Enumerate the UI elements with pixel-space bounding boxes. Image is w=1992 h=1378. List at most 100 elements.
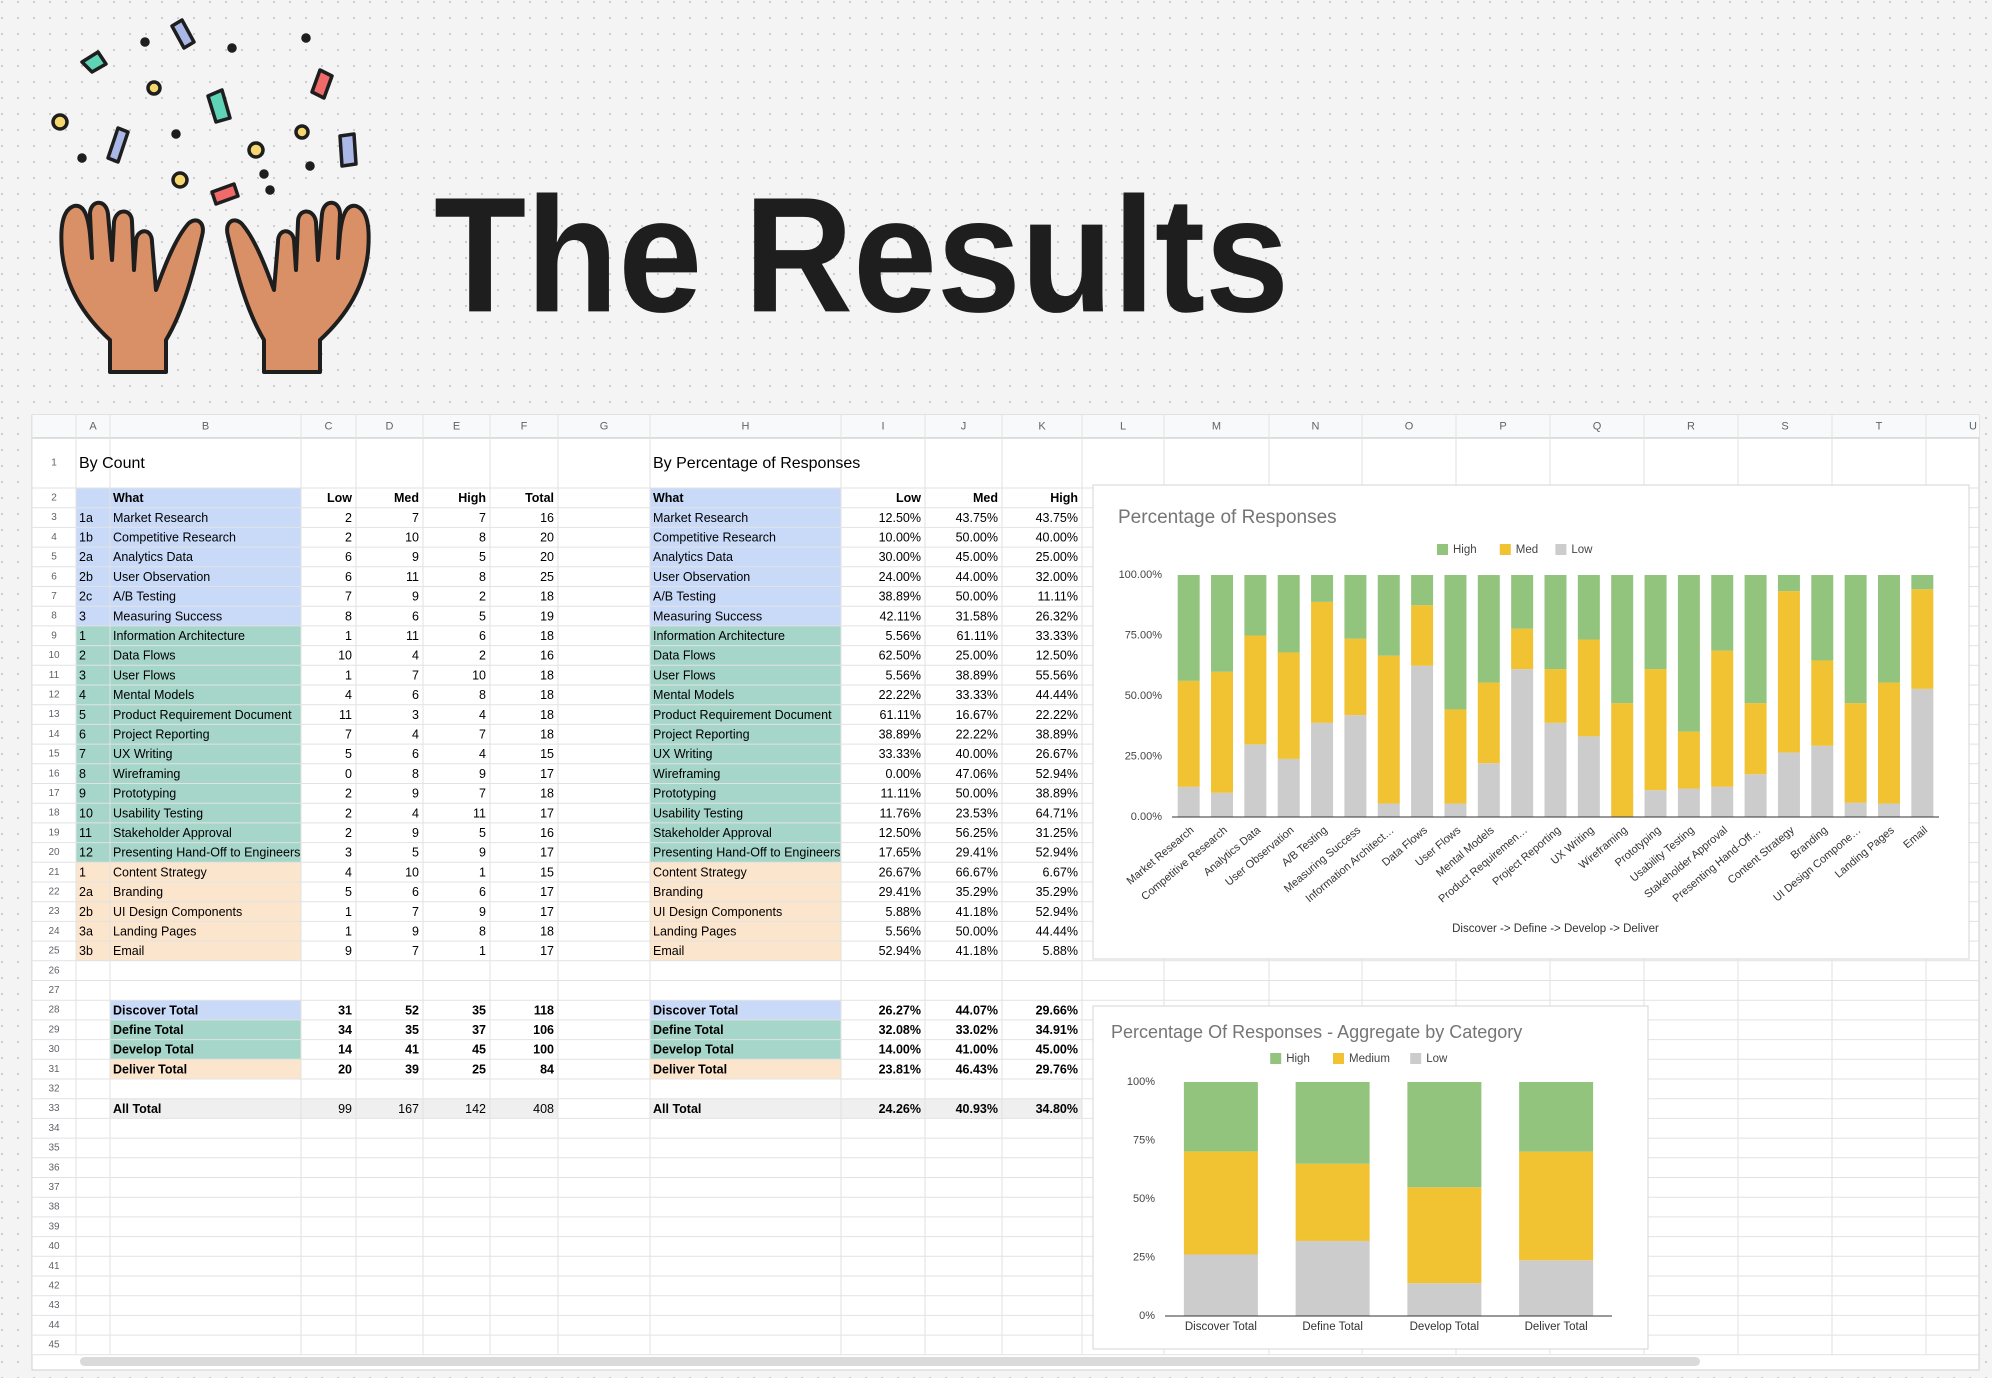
cell-fill [110, 901, 301, 922]
row-number: 26 [48, 965, 60, 976]
cell-text: 29.41% [879, 885, 921, 899]
column-header: K [1038, 420, 1046, 432]
cell-text: 44.44% [1036, 688, 1078, 702]
cell-text: 50.00% [956, 787, 998, 801]
horizontal-scrollbar[interactable] [80, 1357, 1700, 1366]
cell-text: 16 [540, 649, 554, 663]
cell-text: Product Requirement Document [113, 708, 292, 722]
cell-text: 4 [412, 728, 419, 742]
cell-fill [76, 665, 110, 685]
column-header: S [1781, 420, 1788, 432]
cell-text: 26.67% [879, 865, 921, 879]
cell-text: Information Architecture [113, 629, 245, 643]
cell-text: 1 [79, 865, 86, 879]
cell-text: Presenting Hand-Off to Engineers [113, 846, 300, 860]
cell-text: 6 [412, 688, 419, 702]
cell-fill [76, 783, 110, 804]
cell-text: 7 [412, 668, 419, 682]
column-header: N [1312, 420, 1320, 432]
bar-segment [1711, 650, 1734, 787]
cell-text: 84 [540, 1062, 554, 1076]
column-header: F [521, 420, 528, 432]
cell-fill [76, 882, 110, 902]
cell-text: 9 [479, 905, 486, 919]
cell-text: 11 [339, 708, 352, 722]
cell-fill [650, 1098, 841, 1119]
cell-fill [110, 527, 301, 548]
column-header: L [1120, 420, 1126, 432]
cell-text: 4 [412, 649, 419, 663]
bar-segment [1344, 715, 1367, 817]
right-hand [225, 200, 371, 374]
y-tick-label: 75% [1133, 1134, 1155, 1146]
cell-fill [76, 744, 110, 764]
bar-segment [1177, 680, 1200, 787]
cell-fill [650, 1000, 841, 1020]
bar-segment [1744, 703, 1767, 775]
bar-segment [1544, 575, 1567, 670]
row-number: 6 [51, 571, 57, 582]
bar-segment [1811, 660, 1834, 746]
cell-text: 11 [406, 570, 419, 584]
cell-fill [110, 606, 301, 626]
x-tick-label: Discover Total [1185, 1321, 1257, 1333]
x-axis-title: Discover -> Define -> Develop -> Deliver [1452, 923, 1659, 935]
cell-fill [110, 1098, 301, 1119]
bar-segment [1744, 575, 1767, 704]
cell-text: 45.00% [956, 550, 998, 564]
bar-segment [1311, 575, 1334, 602]
cell-text: 6 [479, 629, 486, 643]
row-number: 38 [48, 1202, 60, 1213]
cell-fill [110, 744, 301, 764]
cell-fill [841, 1098, 925, 1119]
cell-text: 1b [79, 531, 93, 545]
cell-text: 26.67% [1036, 747, 1078, 761]
cell-text: 5 [345, 747, 352, 761]
left-hand [59, 200, 205, 374]
cell-text: 7 [79, 747, 86, 761]
cell-fill [650, 685, 841, 705]
cell-text: 26.32% [1036, 609, 1078, 623]
cell-fill [110, 566, 301, 587]
cell-text: 17 [540, 846, 554, 860]
cell-text: 6 [412, 747, 419, 761]
cell-text: Project Reporting [113, 728, 210, 742]
cell-text: 42.11% [880, 609, 921, 623]
cell-text: 38.89% [879, 590, 921, 604]
cell-text: 3 [412, 708, 419, 722]
bar-segment [1277, 652, 1300, 759]
cell-text: 8 [479, 925, 486, 939]
cell-text: 7 [412, 511, 419, 525]
bar-segment [1477, 763, 1500, 817]
cell-text: 100 [533, 1043, 554, 1057]
cell-text: 29.66% [1036, 1003, 1078, 1017]
bar-segment [1711, 575, 1734, 651]
cell-text: 20 [338, 1062, 352, 1076]
legend-swatch [1437, 544, 1448, 555]
cell-text: 5 [412, 846, 419, 860]
cell-text: 23.53% [956, 806, 998, 820]
cell-text: 9 [412, 787, 419, 801]
cell-text: 11.11% [880, 787, 921, 801]
bar-segment [1344, 574, 1367, 639]
column-header: O [1405, 420, 1414, 432]
column-label: Low [327, 491, 352, 505]
cell-text: User Observation [653, 570, 750, 584]
cell-text: Presenting Hand-Off to Engineers [653, 846, 840, 860]
cell-fill [650, 744, 841, 764]
row-number: 4 [51, 532, 57, 543]
cell-text: 3 [79, 609, 86, 623]
row-number: 43 [48, 1300, 60, 1311]
cell-text: 29.76% [1036, 1062, 1078, 1076]
cell-text: 22.22% [879, 688, 921, 702]
cell-text: 31.58% [956, 609, 998, 623]
cell-fill [423, 1098, 490, 1119]
cell-text: Stakeholder Approval [653, 826, 772, 840]
cell-text: 18 [540, 728, 554, 742]
bar-segment [1377, 575, 1400, 656]
bar-segment [1677, 575, 1700, 732]
cell-text: 2 [345, 787, 352, 801]
cell-text: 47.06% [956, 767, 998, 781]
cell-fill [650, 862, 841, 882]
